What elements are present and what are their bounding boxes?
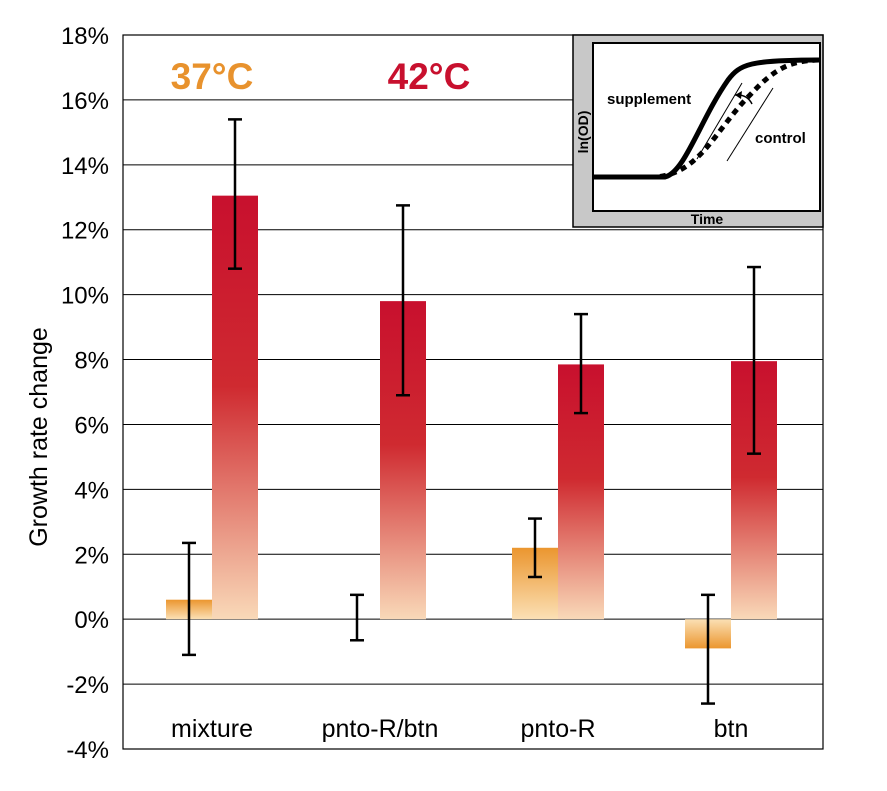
- inset-slope-line-supplement: [696, 82, 743, 160]
- y-tick-label: 2%: [74, 542, 109, 569]
- legend-42c: 42°C: [388, 56, 471, 97]
- y-axis-label: Growth rate change: [25, 327, 53, 547]
- y-tick-label: 18%: [61, 23, 109, 50]
- inset-control-curve: [594, 57, 820, 180]
- inset-y-label: ln(OD): [575, 111, 591, 154]
- x-axis-category-labels: mixture pnto-R/btn pnto-R btn: [171, 715, 748, 743]
- inset-label-supplement: supplement: [607, 91, 691, 108]
- y-tick-label: 0%: [74, 607, 109, 634]
- inset-label-control: control: [755, 130, 806, 147]
- inset-slope-line-control: [726, 87, 774, 162]
- error-bars: [182, 118, 761, 705]
- bars: [166, 195, 777, 649]
- y-tick-label: 14%: [61, 153, 109, 180]
- x-category-label: pnto-R: [520, 715, 595, 743]
- y-tick-label: -4%: [66, 737, 109, 764]
- y-tick-label: 12%: [61, 218, 109, 245]
- y-tick-label: 10%: [61, 283, 109, 310]
- y-tick-label: 4%: [74, 477, 109, 504]
- inset-x-label: Time: [691, 211, 724, 227]
- inset-panel: supplement control ln(OD) Time: [572, 34, 824, 228]
- legend-37c: 37°C: [171, 56, 254, 97]
- x-category-label: mixture: [171, 715, 253, 743]
- y-tick-label: 16%: [61, 88, 109, 115]
- y-tick-label: 8%: [74, 348, 109, 375]
- y-tick-label: -2%: [66, 672, 109, 699]
- plot-frame: [122, 34, 824, 750]
- y-axis-tick-labels: -4% -2% 0% 2% 4% 6% 8% 10% 12% 14% 16% 18%: [61, 23, 109, 764]
- inset-supplement-curve: [594, 57, 820, 180]
- inset-arrowhead-icon: [735, 91, 742, 99]
- y-tick-label: 6%: [74, 412, 109, 439]
- x-category-label: btn: [714, 715, 749, 743]
- x-category-label: pnto-R/btn: [322, 715, 439, 743]
